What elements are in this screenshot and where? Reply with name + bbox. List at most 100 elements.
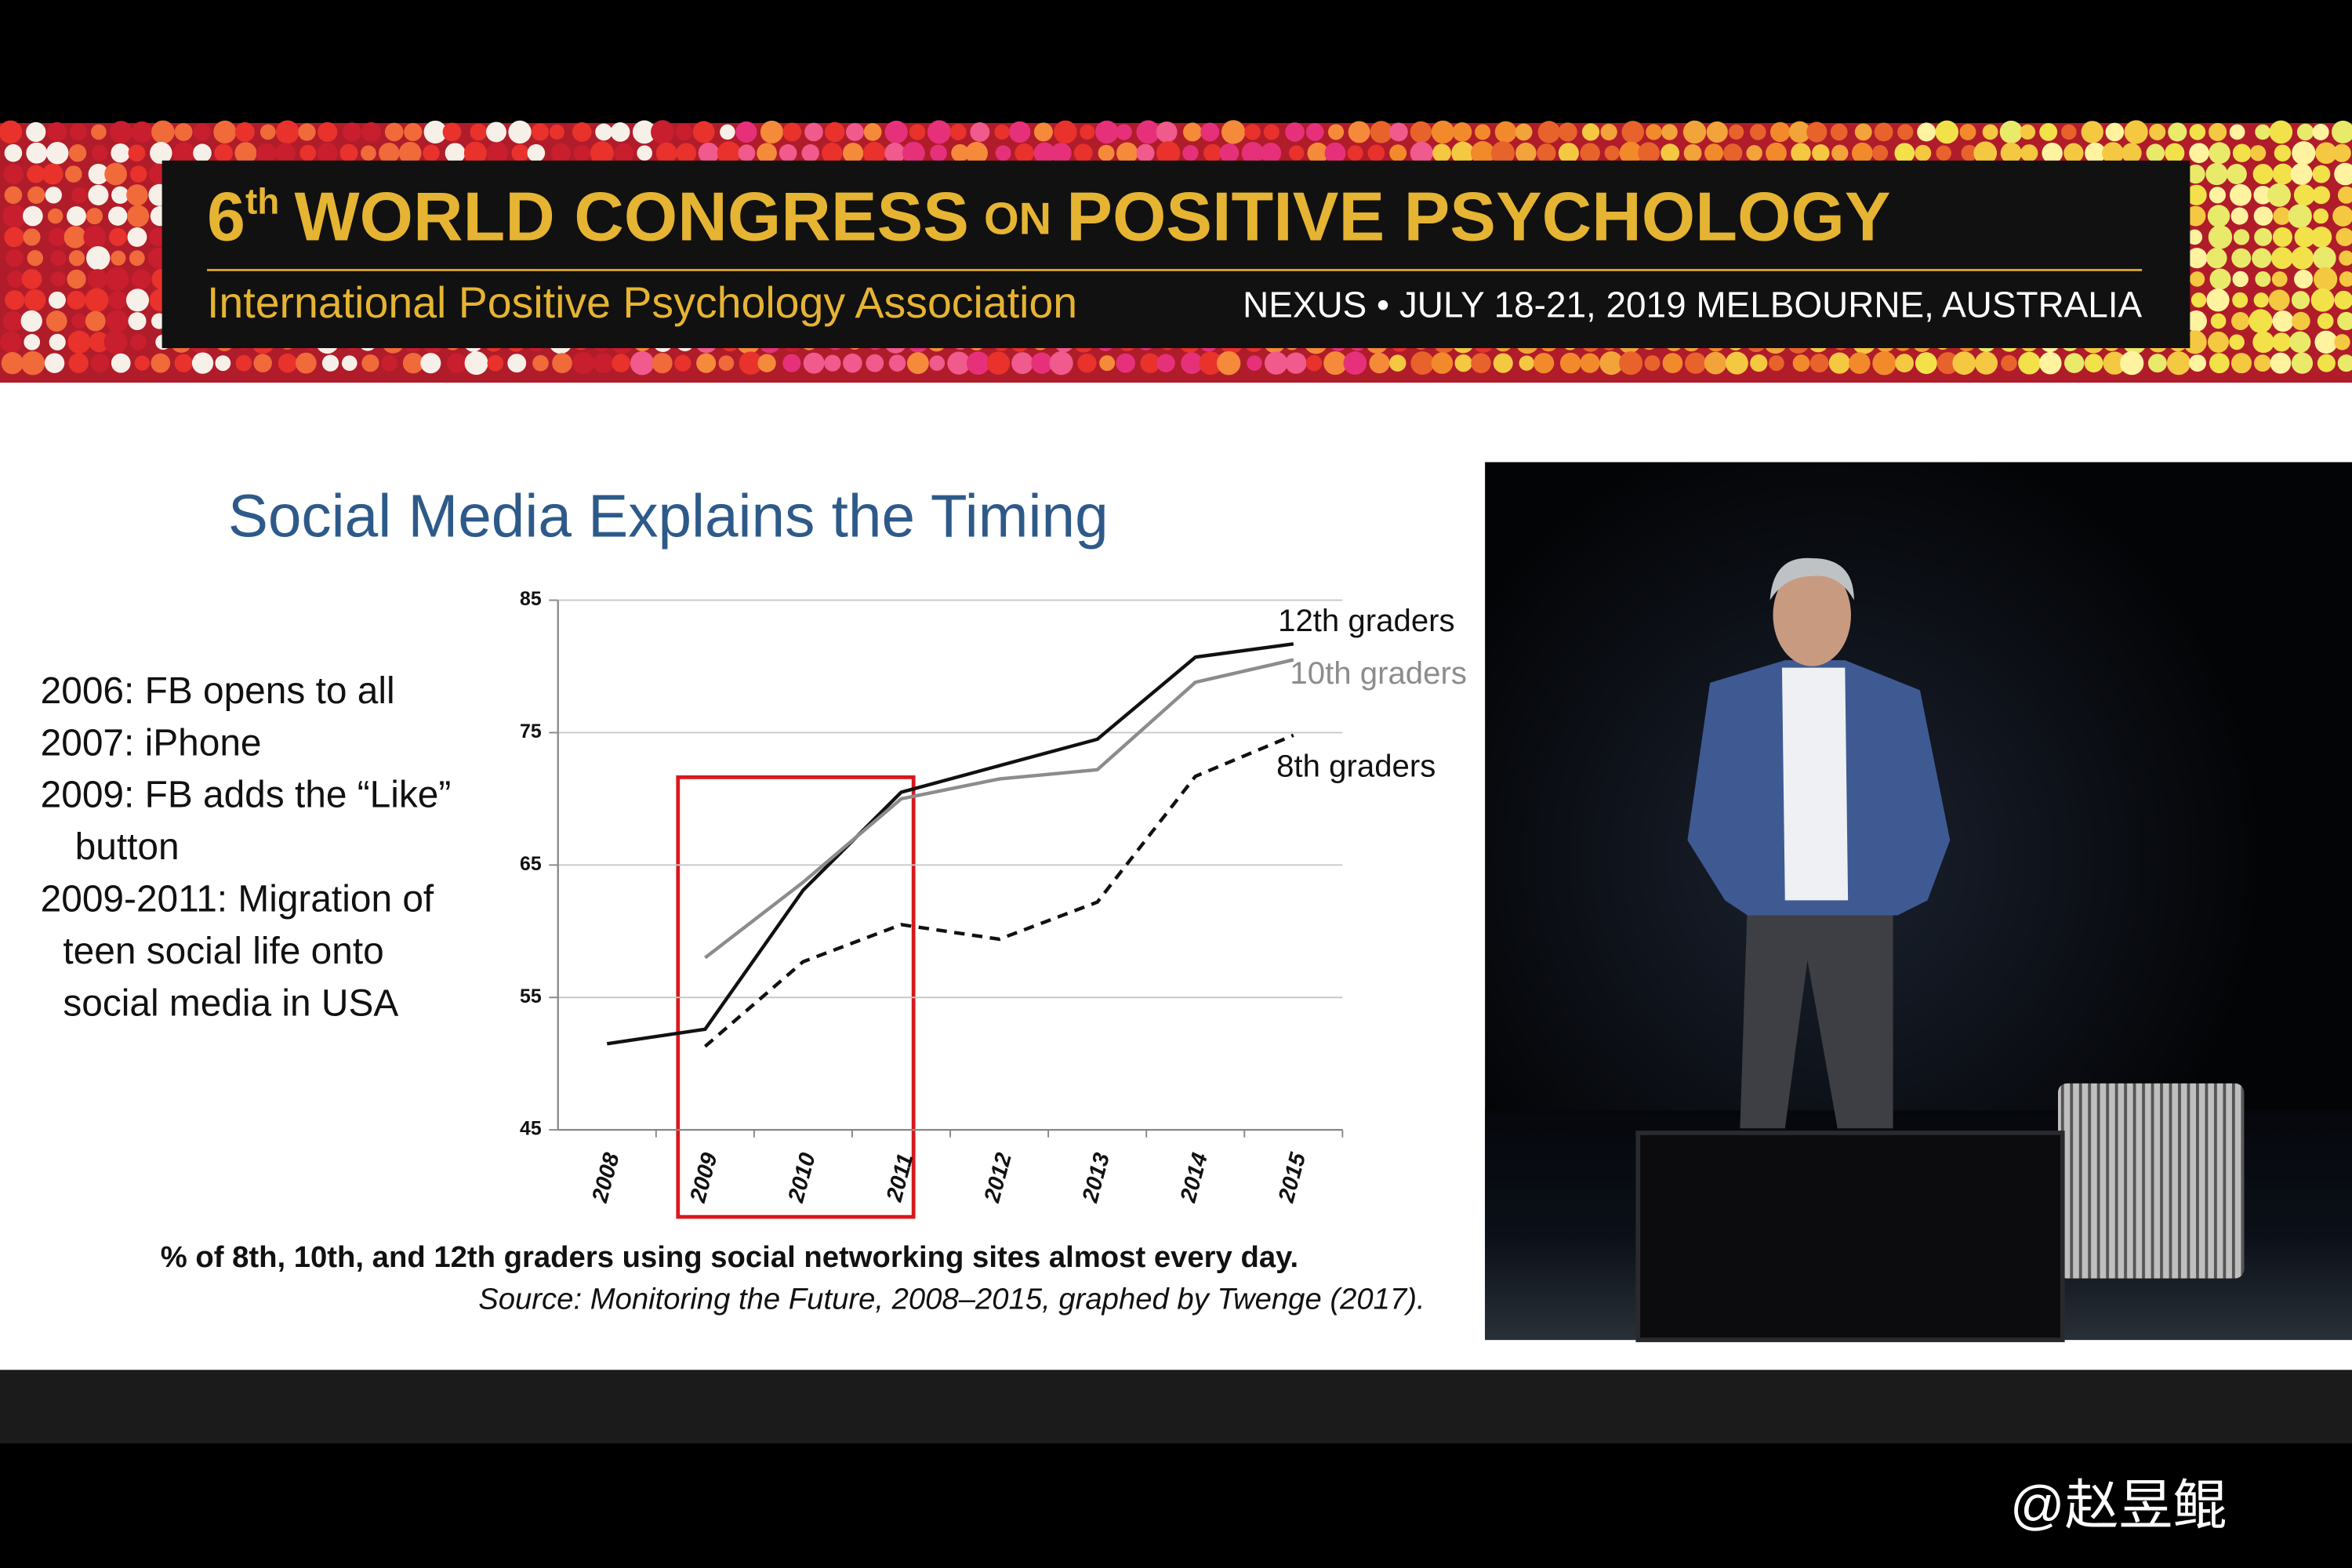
y-tick-label: 85 — [520, 588, 542, 610]
banner-dot — [1662, 353, 1683, 374]
banner-dot — [1327, 124, 1345, 140]
banner-dot — [1812, 144, 1830, 162]
banner-dot — [2294, 269, 2314, 289]
banner-dot — [2271, 271, 2288, 287]
banner-dot — [2120, 351, 2144, 376]
banner-dot — [2, 204, 27, 228]
banner-dot — [2252, 331, 2274, 354]
banner-dot — [842, 143, 864, 164]
banner-dot — [21, 269, 42, 289]
banner-dot — [845, 122, 864, 141]
banner-dot — [485, 122, 506, 143]
banner-dot — [2189, 354, 2206, 372]
speaker-shirt — [1781, 667, 1849, 901]
banner-dot — [110, 121, 132, 143]
banner-dot — [4, 227, 24, 248]
banner-dot — [782, 354, 801, 372]
banner-dot — [2332, 205, 2352, 227]
banner-dot — [4, 143, 23, 162]
banner-dot — [630, 350, 655, 376]
banner-dot — [47, 122, 67, 143]
banner-dot — [572, 352, 595, 375]
banner-dot — [2232, 292, 2249, 308]
banner-dot — [172, 141, 195, 165]
banner-dot — [1723, 143, 1743, 163]
banner-dot — [111, 353, 131, 373]
banner-dot — [2253, 354, 2271, 372]
banner-dot — [67, 269, 86, 289]
banner-dot — [2232, 270, 2249, 288]
banner-dot — [2230, 353, 2252, 374]
banner-dot — [1936, 352, 1959, 375]
banner-dot — [1054, 120, 1077, 144]
banner-dot — [486, 142, 509, 165]
banner-dot — [129, 165, 147, 183]
banner-dot — [71, 187, 88, 204]
banner-dot — [381, 354, 397, 372]
banner-dot — [44, 353, 65, 373]
banner-dot — [49, 333, 66, 350]
banner-dot — [1156, 140, 1181, 165]
banner-dot — [531, 123, 550, 141]
banner-dot — [1515, 123, 1533, 141]
banner-dot — [2189, 271, 2205, 287]
banner-dot — [71, 313, 87, 329]
banner-dot — [2292, 311, 2310, 331]
banner-dot — [1452, 122, 1472, 142]
banner-dot — [107, 206, 128, 226]
series-line — [606, 642, 1294, 1046]
banner-dot — [947, 351, 971, 375]
banner-dot — [1260, 142, 1282, 164]
banner-dot — [2208, 331, 2229, 353]
banner-dot — [67, 206, 86, 227]
banner-dot — [398, 141, 422, 165]
banner-dot — [1682, 120, 1707, 144]
banner-dot — [361, 145, 376, 162]
banner-dot — [48, 291, 66, 309]
banner-dot — [2334, 290, 2352, 310]
banner-dot — [2232, 143, 2252, 162]
banner-dot — [1493, 353, 1513, 373]
banner-dot — [1728, 124, 1744, 140]
banner-dot — [1619, 141, 1642, 165]
banner-dot — [717, 141, 741, 165]
banner-dot — [2337, 354, 2352, 372]
banner-dot — [2186, 184, 2207, 205]
banner-dot — [131, 269, 152, 289]
note-line: teen social life onto — [63, 931, 383, 972]
banner-dot — [2226, 164, 2247, 185]
banner-dot — [423, 120, 447, 144]
banner-dot — [151, 353, 171, 373]
banner-dot — [68, 250, 85, 267]
banner-dot — [866, 354, 884, 372]
banner-dot — [68, 353, 89, 373]
banner-dot — [2315, 142, 2337, 165]
banner-dot — [24, 289, 46, 311]
banner-dot — [2064, 353, 2085, 373]
banner-dot — [1974, 351, 1998, 375]
banner-dot — [1348, 121, 1370, 143]
banner-dot — [423, 144, 440, 162]
banner-dot — [442, 122, 462, 142]
banner-dot — [1725, 351, 1748, 375]
banner-dot — [2039, 122, 2058, 141]
banner-dot — [862, 141, 886, 165]
banner-dot — [1033, 122, 1053, 142]
note-line: social media in USA — [63, 982, 398, 1024]
banner-dot — [464, 351, 488, 376]
banner-dot — [1410, 121, 1432, 143]
banner-dot — [2146, 143, 2165, 163]
y-tick-label: 65 — [520, 853, 542, 875]
banner-dot — [1080, 124, 1095, 140]
banner-dot — [1432, 143, 1451, 163]
banner-dot — [339, 143, 358, 162]
banner-dot — [126, 184, 148, 206]
banner-dot — [1221, 120, 1246, 144]
banner-dot — [174, 122, 193, 141]
banner-dot — [5, 290, 25, 310]
banner-dot — [89, 332, 110, 353]
banner-dot — [652, 353, 673, 374]
banner-dot — [129, 250, 145, 267]
banner-dot — [1788, 121, 1811, 143]
